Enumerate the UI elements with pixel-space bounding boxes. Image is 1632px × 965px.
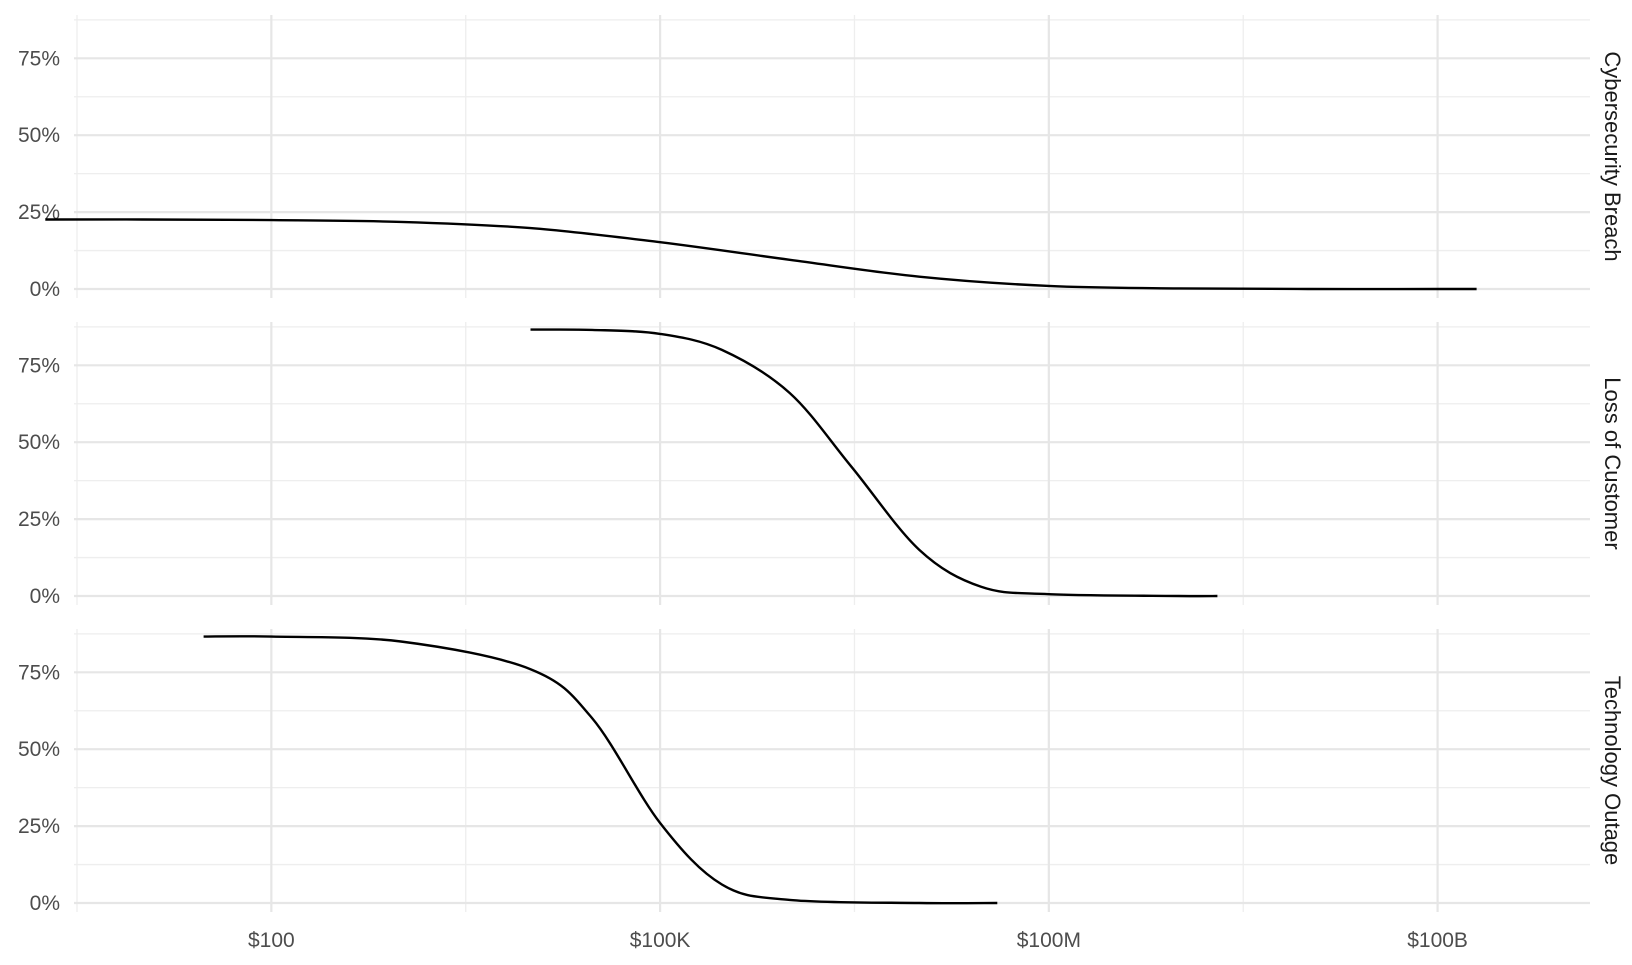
facet-strip-label: Cybersecurity Breach [1600,51,1625,261]
x-tick-label: $100K [630,929,691,952]
y-tick-label: 75% [18,661,60,684]
x-axis: $100 $100K $100M $100B [248,929,1468,952]
x-tick-label: $100M [1017,929,1081,952]
y-tick-label: 0% [30,585,60,608]
x-tick-label: $100 [248,929,295,952]
y-tick-label: 0% [30,278,60,301]
facet-strip-label: Loss of Customer [1600,377,1625,549]
series-line [530,328,1218,598]
y-tick-label: 25% [18,815,60,838]
facet-panel: 0% 25% 50% 75% Technology Outage [18,629,1625,915]
series-line [203,635,998,905]
series-line [45,218,1477,291]
y-tick-label: 50% [18,431,60,454]
facet-strip-label: Technology Outage [1600,676,1625,866]
y-tick-label: 75% [18,354,60,377]
y-tick-label: 50% [18,124,60,147]
facet-panel: 0%25%50%75% Cybersecurity Breach [18,15,1625,301]
y-tick-label: 75% [18,47,60,70]
y-tick-label: 50% [18,738,60,761]
facet-panel: 0% 25% 50% 75% Loss of Customer [18,322,1625,608]
y-tick-label: 0% [30,892,60,915]
x-tick-label: $100B [1407,929,1468,952]
y-tick-label: 25% [18,508,60,531]
